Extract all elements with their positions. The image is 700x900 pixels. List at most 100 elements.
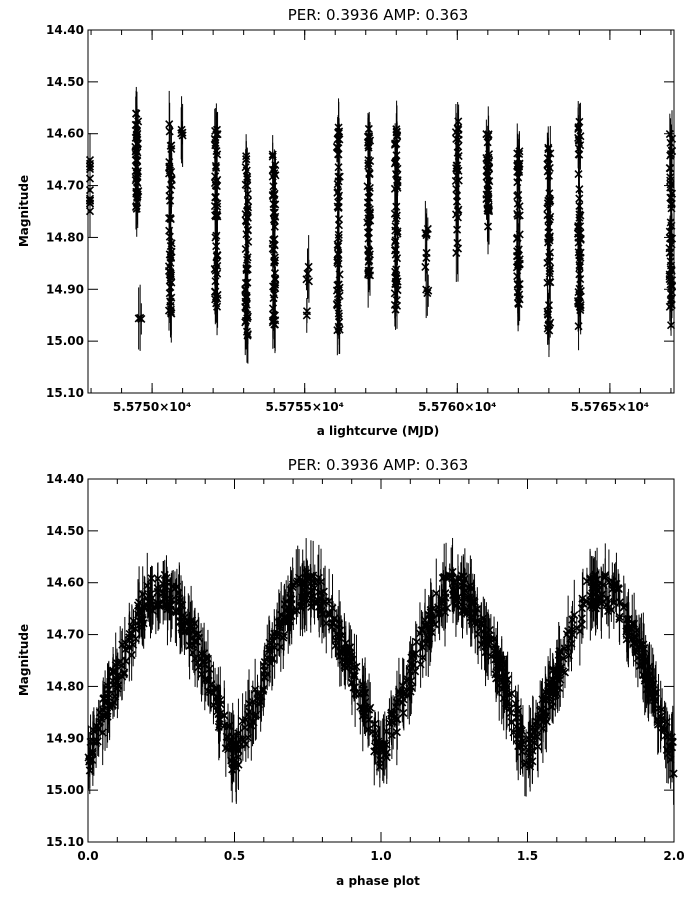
data-point (394, 657, 403, 726)
data-point (265, 615, 274, 687)
x-marker (166, 214, 175, 224)
data-point (314, 580, 323, 621)
x-marker (575, 201, 584, 210)
x-marker (615, 612, 624, 621)
data-point (495, 647, 505, 672)
x-marker (302, 311, 311, 320)
x-marker (568, 615, 577, 624)
x-marker (390, 300, 399, 310)
data-point (131, 620, 140, 657)
data-point (211, 183, 220, 210)
data-point (268, 303, 277, 338)
x-marker (160, 570, 169, 580)
x-marker (453, 225, 462, 234)
x-marker (145, 603, 154, 613)
x-marker (515, 211, 524, 220)
data-point (546, 253, 555, 311)
data-point (544, 126, 553, 170)
x-marker (231, 739, 240, 749)
data-point (243, 679, 253, 750)
x-marker (375, 762, 384, 771)
x-marker (423, 224, 432, 234)
data-point (586, 548, 595, 610)
x-marker (365, 208, 374, 217)
x-marker (452, 197, 462, 206)
data-point (408, 641, 417, 667)
y-tick-label: 15.10 (46, 835, 84, 849)
data-point (119, 656, 129, 692)
data-point (633, 628, 642, 688)
data-point (114, 662, 123, 710)
x-marker (101, 698, 110, 708)
x-marker (598, 590, 607, 599)
data-point (459, 554, 468, 599)
x-marker (212, 242, 221, 251)
data-point (241, 292, 251, 350)
x-marker (164, 169, 174, 178)
data-point (296, 566, 305, 601)
data-point (483, 174, 492, 242)
x-marker (454, 142, 463, 151)
y-tick-label: 14.60 (46, 127, 84, 141)
x-marker (212, 210, 221, 220)
x-marker (459, 572, 468, 581)
data-point (544, 148, 553, 170)
data-point (371, 712, 380, 765)
x-marker (328, 604, 337, 613)
x-marker (574, 229, 583, 238)
x-marker (213, 269, 222, 278)
data-point (667, 197, 676, 219)
x-marker (453, 124, 462, 133)
x-marker (576, 286, 585, 295)
data-point (204, 655, 213, 707)
data-point (176, 588, 185, 654)
y-tick-label: 14.60 (46, 576, 84, 590)
data-point (241, 273, 250, 308)
x-marker (392, 202, 401, 211)
data-point (452, 575, 462, 625)
data-point (132, 170, 141, 214)
y-tick-label: 14.90 (46, 282, 84, 296)
data-point (391, 238, 400, 262)
x-marker (336, 626, 345, 635)
data-point (242, 239, 252, 281)
data-point (507, 703, 516, 741)
lightcurve-ylabel: Magnitude (17, 175, 31, 247)
data-point (270, 149, 279, 191)
x-marker (371, 733, 380, 743)
data-point (598, 583, 607, 605)
x-marker (325, 597, 334, 606)
x-marker (256, 692, 265, 701)
data-point (243, 296, 252, 334)
x-marker (668, 737, 677, 747)
data-point (260, 660, 269, 682)
x-marker (301, 592, 310, 601)
x-marker (483, 204, 492, 213)
data-point (423, 217, 432, 241)
x-marker (190, 625, 199, 635)
data-point (622, 620, 631, 642)
x-marker (587, 600, 596, 609)
x-marker (211, 295, 220, 304)
x-marker (314, 596, 323, 605)
data-point (577, 597, 586, 620)
x-marker (356, 702, 365, 711)
phase-xlabel: a phase plot (336, 874, 420, 888)
x-tick-label: 0.5 (224, 849, 245, 863)
data-point (517, 715, 526, 747)
data-point (249, 700, 258, 745)
data-point (484, 115, 493, 153)
data-point (256, 661, 265, 732)
x-marker (457, 581, 466, 590)
x-marker (317, 609, 327, 619)
data-point (542, 685, 551, 711)
y-tick-label: 14.50 (46, 524, 84, 538)
lightcurve-data-points (85, 86, 677, 364)
data-point (180, 596, 189, 656)
x-marker (167, 601, 176, 610)
data-point (241, 197, 250, 244)
x-marker (402, 676, 411, 685)
x-marker (131, 120, 140, 130)
data-point (212, 674, 222, 702)
data-point (453, 180, 462, 242)
